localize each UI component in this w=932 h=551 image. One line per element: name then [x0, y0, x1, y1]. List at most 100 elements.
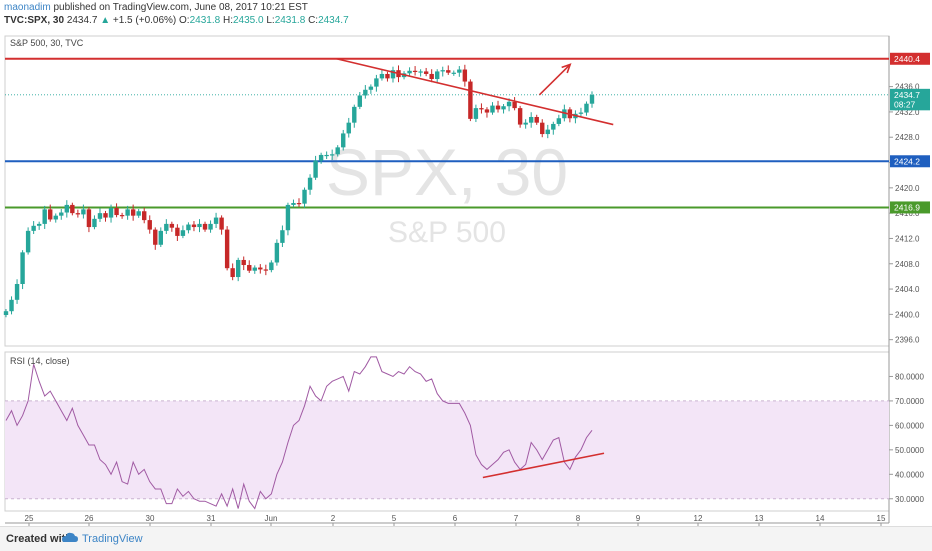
candle-body	[219, 217, 224, 230]
candle-body	[446, 70, 451, 73]
price-axis-tick-label: 2408.0	[895, 260, 920, 269]
candle-body	[584, 103, 589, 113]
candle-body	[313, 160, 318, 178]
price-label-box	[890, 88, 930, 101]
candle-body	[457, 69, 462, 73]
candle-body	[213, 217, 219, 224]
price-axis-tick-label: 2420.0	[895, 184, 920, 193]
breakout-arrow-shaft	[538, 63, 571, 96]
price-axis-tick-label: 2428.0	[895, 133, 920, 142]
candle-body	[14, 284, 20, 300]
price-axis-tick-label: 2400.0	[895, 310, 920, 319]
candle-body	[528, 116, 534, 123]
candle-body	[307, 177, 313, 190]
candle-body	[42, 209, 47, 224]
ohlc-line: TVC:SPX, 30 2434.7 ▲ +1.5 (+0.06%) O:243…	[4, 15, 349, 26]
candle-body	[20, 252, 25, 284]
candle-body	[86, 209, 92, 228]
candle-body	[501, 106, 506, 110]
candle-body	[468, 81, 473, 119]
candle-body	[335, 147, 340, 155]
price-pane-title: S&P 500, 30, TVC	[10, 38, 84, 48]
candle-body	[285, 204, 291, 231]
candle-body	[70, 204, 75, 214]
breakout-arrow-head	[561, 63, 572, 74]
price-label-text: 2440.4	[894, 54, 920, 64]
candle-body	[551, 123, 556, 130]
candle-body	[97, 213, 103, 219]
time-axis-tick-label: 15	[877, 514, 886, 523]
watermark-name: S&P 500	[388, 216, 506, 249]
candle-body	[479, 108, 484, 110]
candle-body	[75, 213, 81, 215]
created-with-label: Created with	[6, 533, 73, 545]
candle-body	[175, 227, 180, 236]
price-label-text: 08:27	[894, 99, 916, 109]
time-axis-tick-label: 14	[816, 514, 825, 523]
footer-bar: Created with TradingView	[0, 526, 932, 551]
tradingview-brand[interactable]: TradingView	[82, 533, 143, 545]
candle-body	[374, 78, 379, 87]
last-price: 2434.7	[66, 15, 98, 26]
candle-body	[352, 106, 357, 123]
price-label-text: 2416.9	[894, 202, 920, 212]
time-axis-tick-label: 9	[636, 514, 641, 523]
candle-body	[258, 267, 263, 270]
candle-body	[506, 101, 512, 107]
candle-body	[103, 213, 108, 218]
candle-body	[329, 154, 335, 156]
candle-body	[385, 73, 390, 79]
candle-body	[357, 95, 363, 107]
time-axis-tick-label: Jun	[265, 514, 278, 523]
publish-info: published on TradingView.com, June 08, 2…	[53, 2, 308, 13]
open-label: O:	[179, 15, 190, 26]
candle-body	[269, 262, 274, 271]
candle-body	[114, 208, 119, 216]
rsi-line	[5, 356, 593, 510]
candle-body	[440, 70, 445, 72]
price-axis-tick-label: 2416.0	[895, 209, 920, 218]
candle-body	[247, 265, 252, 271]
candle-body	[490, 105, 495, 113]
rsi-band	[5, 400, 889, 499]
candle-body	[578, 112, 584, 114]
candle-body	[119, 215, 125, 217]
candle-body	[92, 218, 97, 228]
candle-body	[523, 122, 528, 125]
candle-body	[147, 220, 152, 230]
candle-body	[241, 259, 246, 266]
candle-body	[224, 229, 230, 269]
candle-body	[208, 223, 213, 230]
time-axis-tick-label: 8	[576, 514, 581, 523]
candle-body	[302, 189, 307, 204]
candle-body	[252, 267, 257, 271]
author-link[interactable]: maonadim	[4, 2, 51, 13]
high-label: H:	[222, 15, 233, 26]
low-label: L:	[266, 15, 275, 26]
candle-body	[3, 311, 9, 315]
symbol-label[interactable]: TVC:SPX, 30	[4, 15, 65, 26]
price-label-box	[890, 98, 930, 111]
candle-body	[164, 223, 169, 231]
time-axis-tick-label: 31	[207, 514, 216, 523]
price-label-text: 2424.2	[894, 156, 920, 166]
price-label-box	[890, 155, 930, 168]
candle-body	[153, 229, 158, 245]
price-axis-tick-label: 2432.0	[895, 108, 920, 117]
time-axis-tick-label: 25	[25, 514, 34, 523]
candle-body	[53, 215, 58, 220]
rsi-trendline	[482, 452, 605, 479]
candle-body	[363, 89, 368, 96]
candle-body	[25, 230, 31, 253]
price-label-text: 2434.7	[894, 90, 920, 100]
candle-body	[407, 70, 412, 74]
candle-body	[81, 209, 86, 215]
rsi-axis-tick-label: 60.0000	[895, 421, 924, 430]
high-value: 2435.0	[232, 15, 264, 26]
candle-body	[429, 73, 434, 80]
price-axis-tick-label: 2436.0	[895, 83, 920, 92]
tradingview-cloud-icon	[62, 532, 78, 542]
price-axis-tick-label: 2396.0	[895, 336, 920, 345]
open-value: 2431.8	[189, 15, 221, 26]
candle-body	[142, 211, 147, 221]
